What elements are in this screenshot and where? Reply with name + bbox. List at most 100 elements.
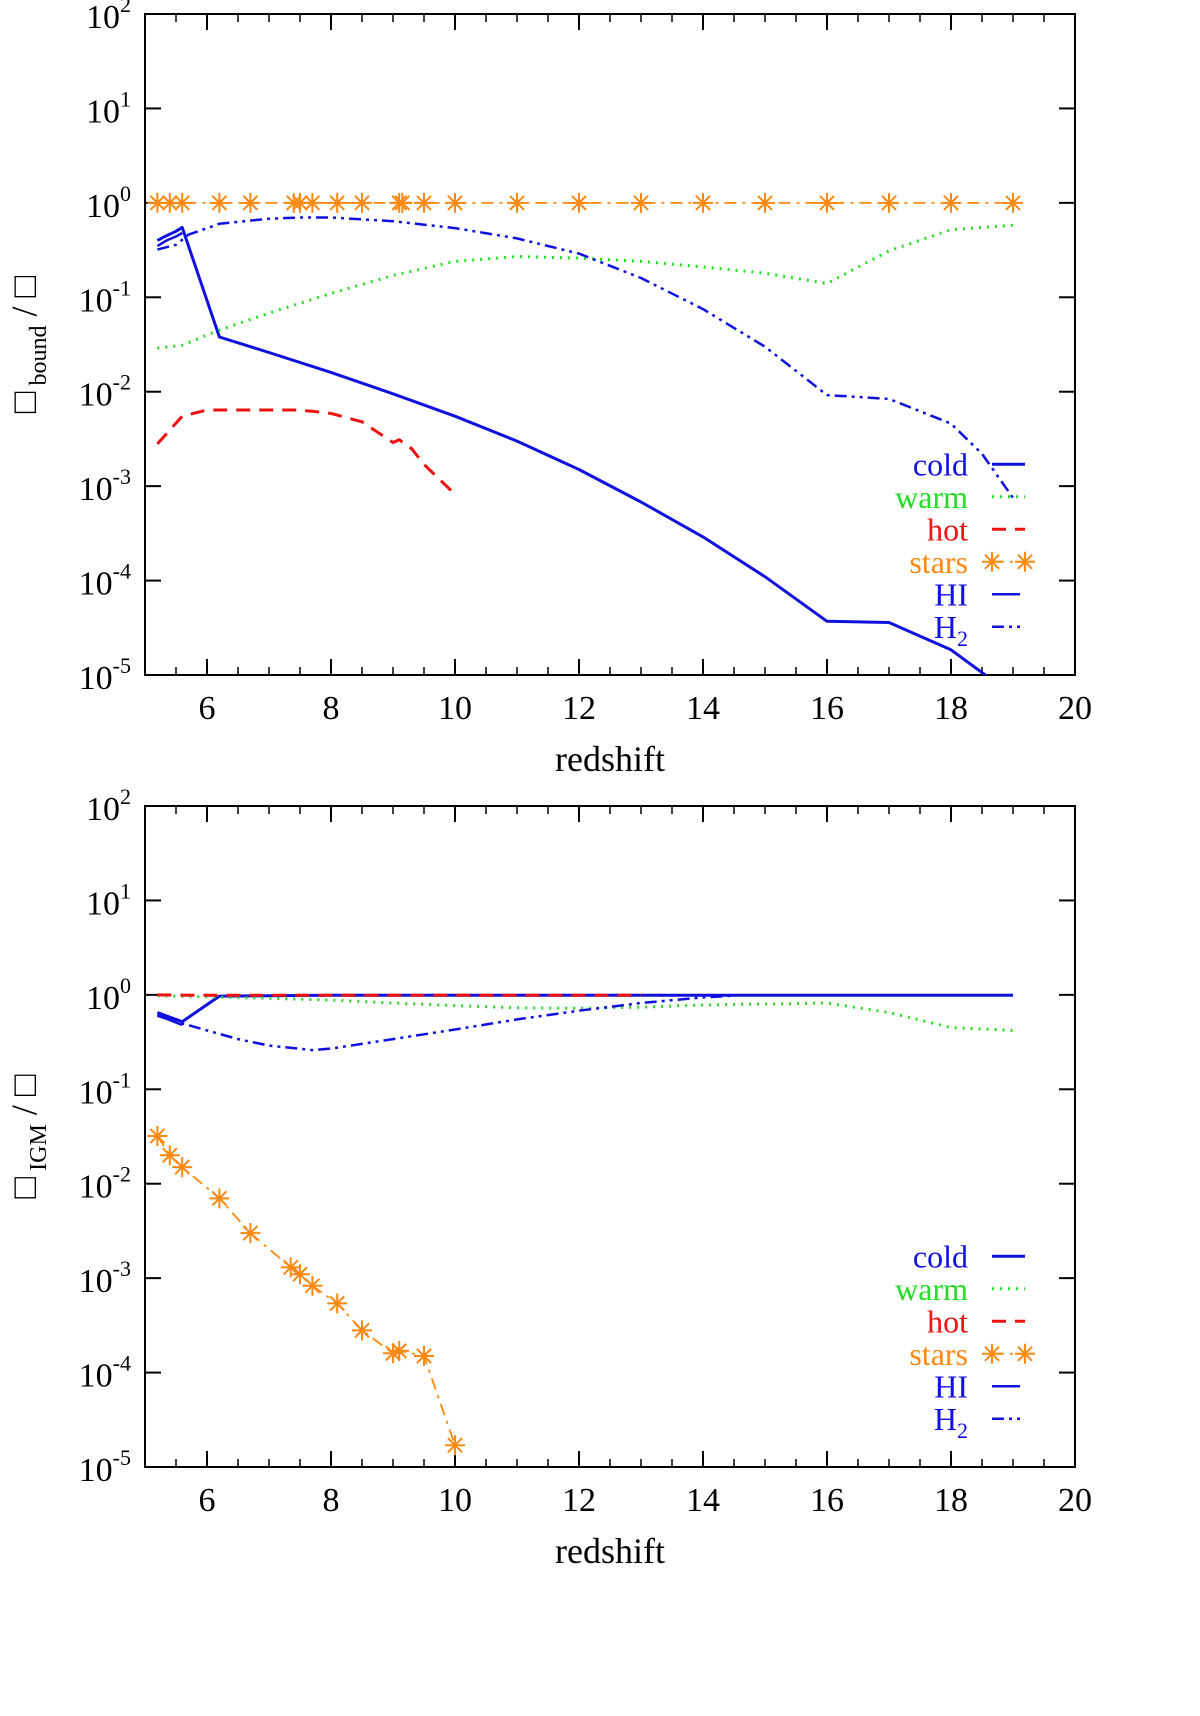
y-tick-base: 10 [79,566,113,603]
y-tick-exponent: -3 [113,464,131,489]
series-marker-stars-stroke [633,195,649,211]
y-tick-label: 102 [86,784,131,828]
y-tick-exponent: -1 [113,1067,131,1092]
x-tick-label: 14 [686,1482,720,1519]
series-marker-stars [302,192,323,213]
series-marker-stars [240,1223,261,1244]
series-marker-stars-stroke [211,1190,228,1207]
legend-item-hi: HI [934,576,1025,612]
legend-item-hot: hot [927,1303,1025,1339]
series-marker-stars [445,192,465,213]
legend-item-cold: cold [913,1238,1025,1274]
y-tick-label: 10-2 [79,370,131,414]
y-tick-label: 100 [86,181,131,225]
y-tick-exponent: 1 [120,86,131,111]
y-tick-label: 10-4 [79,559,131,603]
legend-label: stars [909,544,968,580]
legend-marker-stroke [1017,1345,1033,1362]
y-tick-exponent: -4 [113,559,131,584]
series-line-hot [156,408,457,496]
series-line-hi [156,231,183,247]
legend-label: HI [934,576,968,612]
series-marker-stars [693,192,713,213]
series-marker-stars-stroke [329,1295,345,1312]
y-tick-base: 10 [79,1452,113,1489]
y-tick-base: 10 [86,93,120,130]
series-line-warm [157,994,1014,1032]
legend-marker-stroke [984,1345,1000,1362]
y-axis-label-symbol: □ [4,391,44,413]
legend-label: hot [927,511,968,547]
y-tick-base: 10 [79,282,113,319]
y-axis-label: □ IGM / □ [4,1074,52,1198]
y-tick-base: 10 [79,1263,113,1300]
legend-label: H2 [934,609,968,651]
y-axis-label-denominator: / □ [4,1074,44,1124]
x-tick-label: 12 [562,690,596,727]
y-tick-label: 10-4 [79,1351,131,1395]
series-marker-stars [569,192,589,213]
y-tick-label: 10-1 [79,1067,131,1111]
series-marker-stars [414,1345,434,1366]
legend-label: cold [913,1238,968,1274]
legend-marker-stroke [984,553,1000,570]
series-marker-stars-stroke [292,195,308,211]
x-tick-label: 12 [562,1482,596,1519]
x-tick-label: 18 [934,1482,968,1519]
legend-item-h2: H2 [934,1401,1025,1443]
series-marker-stars-stroke [292,1266,308,1283]
series-marker-stars-stroke [304,1278,321,1294]
y-tick-base: 10 [79,471,113,508]
legend-label-subscript: 2 [957,1418,968,1443]
y-tick-label: 101 [86,878,131,922]
y-tick-label: 10-5 [79,1445,131,1489]
series-marker-stars-stroke [174,195,190,211]
series-marker-stars-stroke [282,1259,299,1276]
series-marker-stars [392,192,413,213]
y-tick-label: 100 [86,973,131,1017]
series-marker-stars-stroke [943,195,959,211]
y-tick-exponent: 0 [120,973,131,998]
legend-label: HI [934,1368,968,1404]
x-tick-label: 6 [199,690,216,727]
legend-label-text: H [934,1401,957,1437]
series-marker-stars [302,1275,323,1296]
series-line-h2 [157,994,735,1052]
y-tick-base: 10 [86,188,120,225]
y-tick-label: 101 [86,86,131,130]
y-tick-base: 10 [79,1169,113,1206]
y-tick-exponent: -5 [113,1445,131,1470]
series-marker-stars-stroke [329,195,345,211]
y-tick-exponent: -1 [113,275,131,300]
series-marker-stars-stroke [391,1343,407,1359]
series-marker-stars [389,1340,410,1361]
series-marker-stars [147,1126,168,1147]
x-axis-label: redshift [555,739,665,779]
legend-marker [982,551,1002,572]
series-marker-stars [817,192,837,213]
series-marker-stars [352,1320,372,1341]
series-marker-stars [172,1157,193,1178]
series-marker-stars [209,1188,230,1209]
plot-area [147,192,1023,675]
y-tick-base: 10 [79,1358,113,1395]
legend-item-stars: stars [909,544,1035,580]
panel-top: 6 8 10 12 14 16 18 2010210110010-110-210-310-41… [4,0,1092,779]
series-marker-stars [240,192,261,213]
y-tick-label: 10-5 [79,653,131,697]
legend-marker-stroke [1017,553,1033,570]
series-marker-stars [159,1145,180,1166]
y-tick-label: 10-3 [79,1256,131,1300]
legend-marker [1015,1343,1035,1364]
y-tick-exponent: -5 [113,653,131,678]
series-marker-stars [879,192,899,213]
series-marker-stars [290,1264,310,1285]
legend-item-warm: warm [895,479,1025,515]
series-marker-stars-stroke [174,1159,190,1175]
y-tick-base: 10 [86,885,120,922]
legend-label: hot [927,1303,968,1339]
x-tick-label: 8 [323,1482,340,1519]
x-tick-label: 6 [199,1482,216,1519]
x-tick-label: 10 [438,690,472,727]
legend-label: cold [913,446,968,482]
